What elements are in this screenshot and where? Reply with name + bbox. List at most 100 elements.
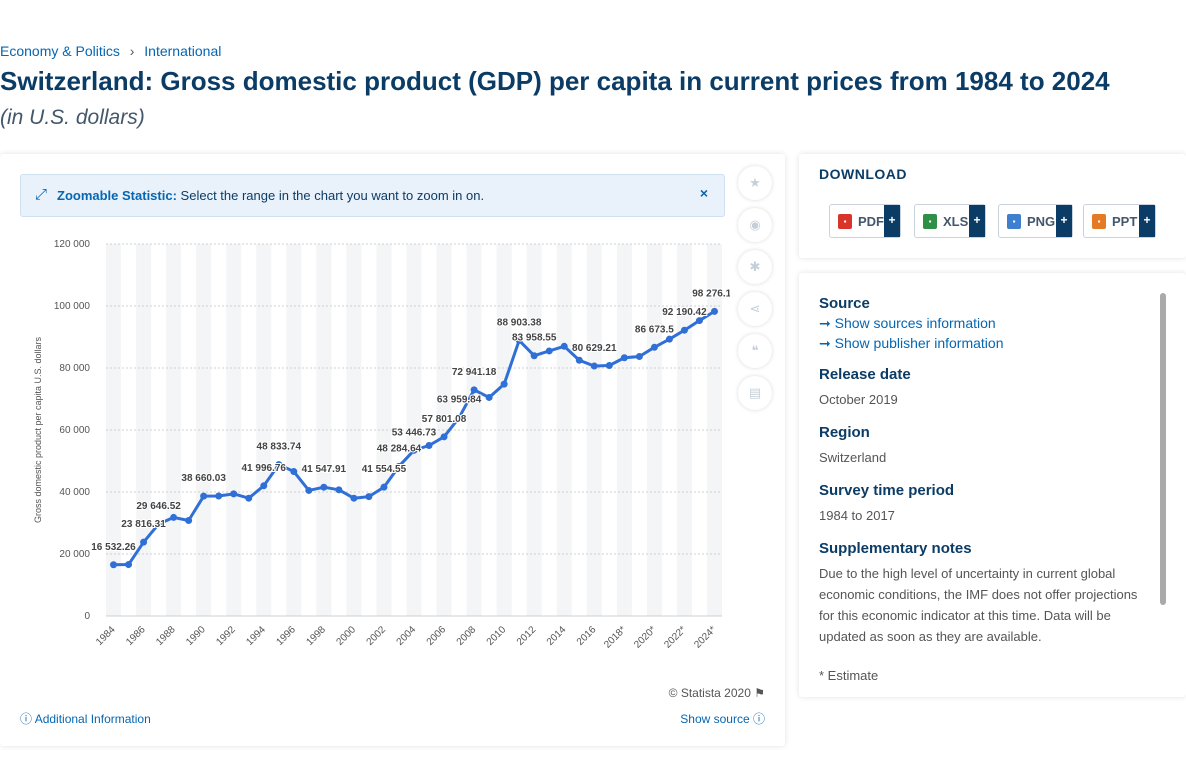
data-point: [560, 342, 568, 350]
additional-information-link[interactable]: ⓘ Additional Information: [20, 710, 151, 727]
survey-period-heading: Survey time period: [819, 482, 955, 499]
y-tick-label: 0: [84, 611, 90, 622]
x-tick-label: 2008: [455, 624, 479, 648]
column-band: [556, 244, 572, 616]
data-label: 41 554.55: [362, 464, 407, 475]
x-tick-label: 1994: [244, 624, 268, 648]
column-band: [286, 244, 302, 616]
gear-icon[interactable]: ✱: [738, 250, 772, 284]
supplementary-notes-heading: Supplementary notes: [819, 540, 972, 557]
data-label: 41 547.91: [302, 464, 347, 475]
column-band: [166, 244, 182, 616]
breadcrumb-economy-politics[interactable]: Economy & Politics: [0, 43, 120, 59]
data-point: [185, 517, 193, 525]
source-heading: Source: [819, 295, 870, 312]
print-icon[interactable]: ▤: [738, 376, 772, 410]
column-band: [616, 244, 632, 616]
flag-icon: ⚑: [754, 686, 765, 700]
additional-information-label: Additional Information: [34, 712, 151, 726]
data-point: [365, 493, 373, 501]
download-pdf-label: PDF: [858, 214, 884, 229]
download-ppt-label: PPT: [1112, 214, 1138, 229]
show-source-link[interactable]: Show source ⓘ: [680, 710, 765, 727]
data-label: 23 816.31: [121, 519, 166, 530]
x-tick-label: 2018*: [602, 624, 628, 650]
data-point: [530, 352, 538, 360]
xls-file-icon: ▪: [923, 214, 937, 229]
info-scrollbar-thumb[interactable]: [1160, 293, 1166, 605]
data-label: 72 941.18: [452, 367, 497, 378]
chart-panel: ⤢ Zoomable Statistic: Select the range i…: [0, 154, 785, 746]
x-tick-label: 1990: [184, 624, 208, 648]
x-tick-label: 2010: [485, 624, 509, 648]
data-point: [320, 483, 328, 491]
page-title: Switzerland: Gross domestic product (GDP…: [0, 66, 1110, 96]
data-point: [230, 490, 238, 498]
data-label: 80 629.21: [572, 343, 617, 354]
x-tick-label: 2014: [545, 624, 569, 648]
download-png-button[interactable]: ▪ PNG +: [998, 204, 1073, 238]
data-point: [125, 561, 133, 569]
estimate-note: * Estimate: [819, 668, 879, 683]
data-point: [260, 482, 268, 490]
data-label: 48 833.74: [257, 442, 302, 453]
data-point: [695, 317, 703, 325]
quote-icon[interactable]: ❝: [738, 334, 772, 368]
y-tick-label: 80 000: [59, 363, 90, 374]
column-band: [496, 244, 512, 616]
ppt-file-icon: ▪: [1092, 214, 1106, 229]
star-icon[interactable]: ★: [738, 166, 772, 200]
show-sources-link[interactable]: ➞ Show sources information: [819, 315, 1154, 332]
share-icon[interactable]: ⋖: [738, 292, 772, 326]
gdp-line-chart[interactable]: 0 20 000 40 000 60 000 80 000 100 000 120 000 G…: [0, 224, 730, 664]
x-tick-label: 2024*: [692, 624, 718, 650]
download-png-label: PNG: [1027, 214, 1056, 229]
data-label: 63 959.84: [437, 395, 482, 406]
data-point: [410, 446, 418, 454]
data-point: [335, 486, 343, 494]
region-value: Switzerland: [819, 450, 887, 465]
zoom-close-icon[interactable]: ×: [699, 185, 708, 201]
data-label: 98 276.19: [692, 288, 730, 299]
show-publisher-link[interactable]: ➞ Show publisher information: [819, 335, 1154, 352]
page-subtitle: (in U.S. dollars): [0, 106, 145, 129]
x-tick-label: 1998: [304, 624, 328, 648]
data-point: [515, 336, 523, 344]
data-label: 16 532.26: [91, 542, 136, 553]
download-pdf-button[interactable]: ▪ PDF +: [829, 204, 901, 238]
zoom-notice-label: Zoomable Statistic:: [57, 188, 177, 203]
column-band: [346, 244, 362, 616]
y-tick-label: 60 000: [59, 425, 90, 436]
release-date-value: October 2019: [819, 392, 898, 407]
data-label: 86 673.5: [635, 324, 674, 335]
x-tick-label: 2006: [425, 624, 449, 648]
y-tick-label: 40 000: [59, 487, 90, 498]
x-tick-label: 1988: [154, 624, 178, 648]
breadcrumb-international[interactable]: International: [144, 43, 222, 59]
data-point: [425, 442, 433, 449]
plus-icon: +: [1139, 205, 1155, 237]
bell-icon[interactable]: ◉: [738, 208, 772, 242]
arrow-right-icon: ➞: [819, 335, 831, 351]
y-tick-label: 120 000: [54, 239, 91, 250]
data-point: [350, 494, 358, 502]
x-tick-label: 2002: [365, 624, 389, 648]
x-tick-label: 2022*: [662, 624, 688, 650]
info-scrollbar[interactable]: [1160, 293, 1166, 605]
data-point: [170, 513, 178, 521]
data-label: 41 996.76: [242, 463, 287, 474]
download-xls-button[interactable]: ▪ XLS +: [914, 204, 986, 238]
download-ppt-button[interactable]: ▪ PPT +: [1083, 204, 1156, 238]
plus-icon: +: [1056, 205, 1072, 237]
show-publisher-label: Show publisher information: [834, 335, 1004, 351]
zoom-notice-text: Select the range in the chart you want t…: [180, 188, 485, 203]
y-tick-label: 20 000: [59, 549, 90, 560]
release-date-heading: Release date: [819, 366, 911, 383]
data-point: [395, 462, 403, 470]
info-icon: ⓘ: [752, 712, 765, 726]
data-point: [545, 347, 553, 355]
data-point: [245, 494, 253, 502]
x-tick-label: 2012: [515, 624, 539, 648]
info-icon: ⓘ: [20, 712, 33, 726]
data-point: [215, 492, 223, 500]
